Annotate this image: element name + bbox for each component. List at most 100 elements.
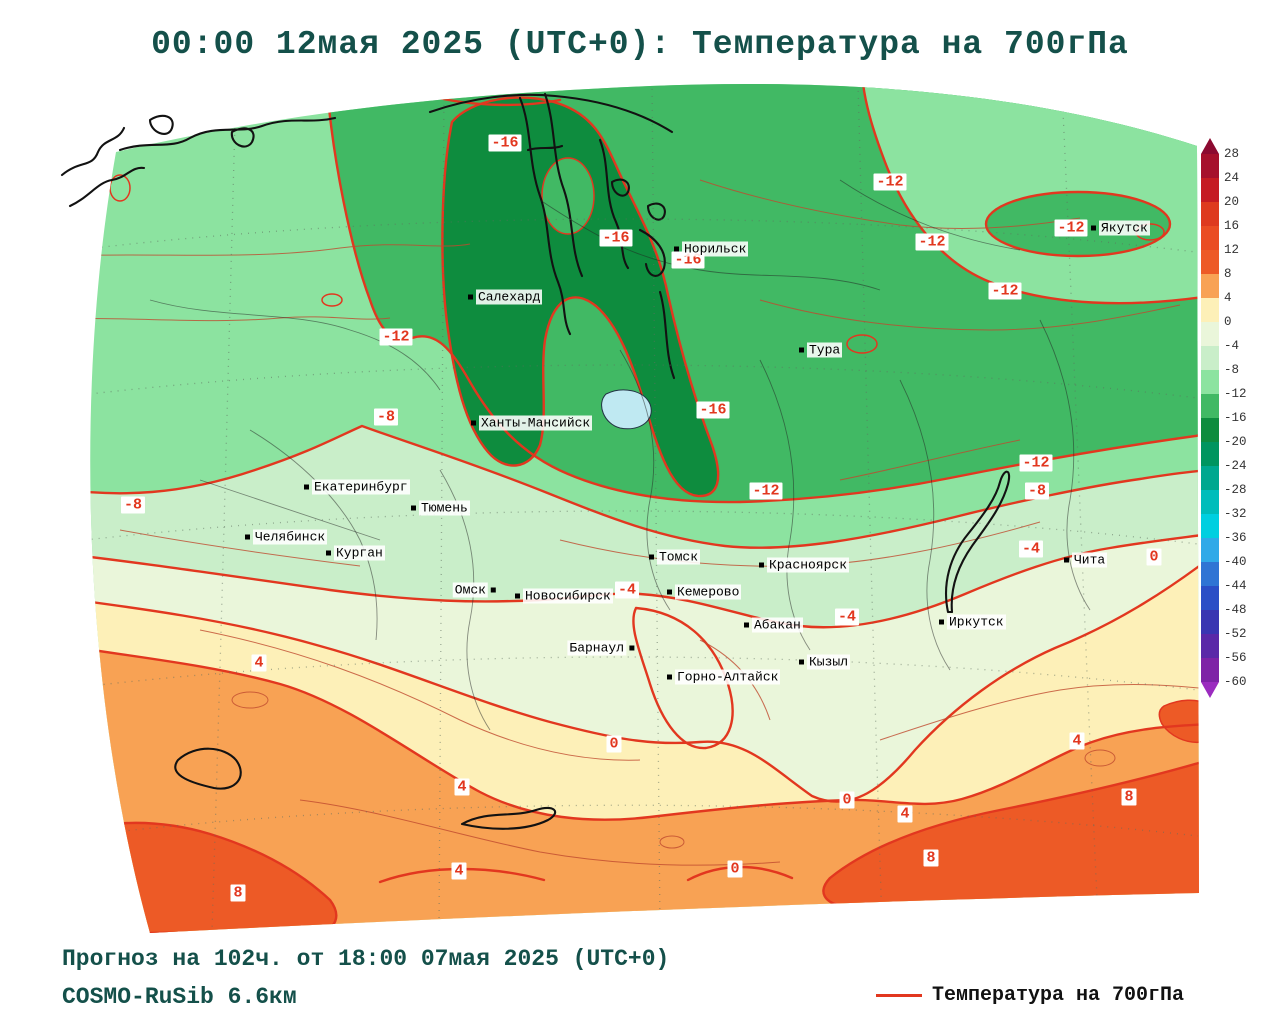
city: Абакан [744, 617, 803, 633]
city-marker-icon [326, 550, 331, 556]
colorbar-segment [1201, 274, 1219, 298]
forecast-info: Прогноз на 102ч. от 18:00 07мая 2025 (UT… [62, 946, 670, 972]
colorbar-arrow-down [1201, 682, 1219, 698]
minor-contours-layer [90, 179, 1199, 866]
colorbar-tick: 12 [1224, 243, 1240, 257]
city-label: Иркутск [947, 614, 1006, 630]
colorbar-tick: -12 [1224, 387, 1247, 401]
city-label: Томск [657, 549, 701, 565]
contour-label: -8 [120, 496, 146, 514]
colorbar-arrow-up [1201, 138, 1219, 154]
city: Тура [799, 342, 843, 358]
city-label: Тюмень [419, 500, 470, 516]
contour-label: -16 [696, 401, 730, 419]
contour-label: -12 [749, 482, 783, 500]
contour-label: -4 [614, 581, 640, 599]
city: Омск [452, 582, 496, 598]
city-label: Барнаул [567, 640, 626, 656]
colorbar-tick: -20 [1224, 435, 1247, 449]
legend-label: Температура на 700гПа [932, 984, 1185, 1007]
contour-label: 0 [606, 735, 622, 753]
colorbar-segment [1201, 226, 1219, 250]
city: Екатеринбург [304, 479, 410, 495]
contour-label: -8 [1024, 482, 1050, 500]
city-marker-icon [799, 659, 804, 665]
city-marker-icon [468, 294, 473, 300]
city: Тюмень [411, 500, 470, 516]
colorbar-tick: -60 [1224, 675, 1247, 689]
city-label: Ханты-Мансийск [479, 415, 593, 431]
colorbar-segment [1201, 466, 1219, 490]
contour-label: -12 [1019, 454, 1053, 472]
colorbar-tick: -32 [1224, 507, 1247, 521]
city: Красноярск [759, 557, 850, 573]
contour-label: 0 [839, 791, 855, 809]
colorbar-segment [1201, 298, 1219, 322]
city-label: Салехард [476, 289, 543, 305]
contour-label: 4 [251, 654, 267, 672]
colorbar-segment [1201, 514, 1219, 538]
colorbar-segment [1201, 538, 1219, 562]
city-label: Омск [452, 582, 488, 598]
colorbar-segment [1201, 634, 1219, 658]
city-marker-icon [667, 674, 672, 680]
city-label: Якутск [1099, 220, 1150, 236]
contour-label: 4 [454, 778, 470, 796]
city: Горно-Алтайск [667, 669, 781, 685]
colorbar-segment [1201, 370, 1219, 394]
city-marker-icon [939, 619, 944, 625]
graticule-layer [90, 83, 1199, 931]
city-marker-icon [491, 587, 496, 593]
colorbar-segment [1201, 490, 1219, 514]
contour-label: -4 [1018, 540, 1044, 558]
city-label: Новосибирск [523, 588, 613, 604]
city-label: Курган [334, 545, 385, 561]
colorbar-tick: 24 [1224, 171, 1240, 185]
city: Салехард [468, 289, 543, 305]
city-label: Кемерово [675, 584, 742, 600]
city-label: Абакан [752, 617, 803, 633]
colorbar-segment [1201, 202, 1219, 226]
contour-lines-layer [90, 83, 1199, 884]
contour-label: -12 [915, 233, 949, 251]
city-marker-icon [304, 484, 309, 490]
city: Чита [1064, 552, 1108, 568]
colorbar-segment [1201, 562, 1219, 586]
colorbar-segment [1201, 418, 1219, 442]
city: Кемерово [667, 584, 742, 600]
city: Иркутск [939, 614, 1006, 630]
colorbar-segment [1201, 250, 1219, 274]
city: Якутск [1091, 220, 1150, 236]
contour-label: 8 [1121, 788, 1137, 806]
contour-label: -12 [1054, 219, 1088, 237]
city: Томск [649, 549, 701, 565]
colorbar-tick: -48 [1224, 603, 1247, 617]
city-marker-icon [667, 589, 672, 595]
colorbar-tick: -40 [1224, 555, 1247, 569]
colorbar-tick: -24 [1224, 459, 1247, 473]
colorbar-segment [1201, 154, 1219, 178]
colorbar-segments [1201, 154, 1219, 682]
contour-label: -16 [488, 134, 522, 152]
contour-label: 0 [727, 860, 743, 878]
city: Барнаул [567, 640, 634, 656]
city-label: Екатеринбург [312, 479, 410, 495]
contour-label: -4 [834, 608, 860, 626]
colorbar-tick: -28 [1224, 483, 1247, 497]
legend: Температура на 700гПа [876, 984, 1184, 1007]
colorbar-segment [1201, 658, 1219, 682]
city: Норильск [674, 241, 749, 257]
city-label: Горно-Алтайск [675, 669, 781, 685]
city-marker-icon [471, 420, 476, 426]
colorbar-tick: 8 [1224, 267, 1232, 281]
contour-label: 4 [1069, 732, 1085, 750]
colorbar-tick: 20 [1224, 195, 1240, 209]
contour-label: -8 [373, 408, 399, 426]
colorbar-tick: 16 [1224, 219, 1240, 233]
contour-label: -12 [988, 282, 1022, 300]
city-marker-icon [1064, 557, 1069, 563]
colorbar-segment [1201, 394, 1219, 418]
city-label: Кызыл [807, 654, 851, 670]
page-title: 00:00 12мая 2025 (UTC+0): Температура на… [151, 26, 1129, 63]
